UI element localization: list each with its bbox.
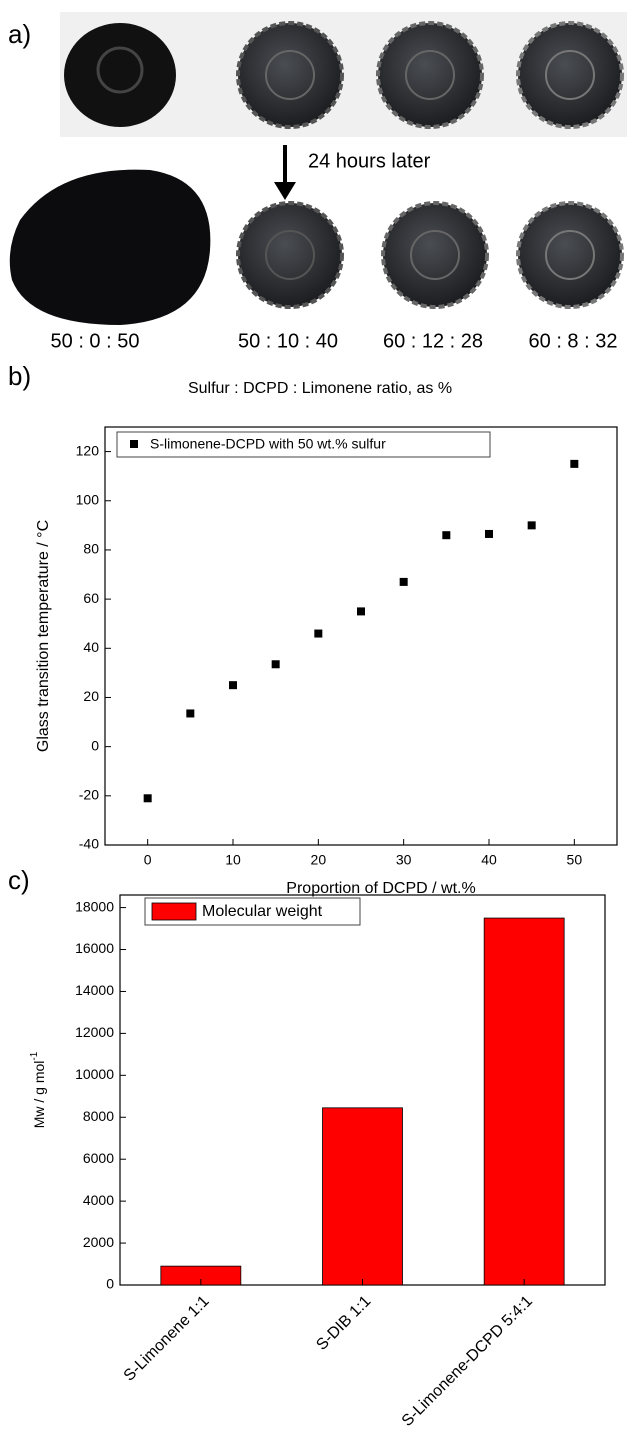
caption: Sulfur : DCPD : Limonene ratio, as % [188, 380, 452, 397]
legend-label: S-limonene-DCPD with 50 wt.% sulfur [150, 436, 386, 452]
y-tick-label: 18000 [75, 898, 114, 914]
data-point [442, 531, 451, 540]
legend-box [116, 431, 491, 458]
ratio-label: 50 : 0 : 50 [51, 330, 140, 352]
plot-frame [104, 426, 618, 846]
y-tick-label: 120 [76, 442, 100, 458]
y-axis-title-sup: -1 [29, 1051, 40, 1060]
x-tick-label: 30 [396, 852, 412, 868]
y-tick-label: 80 [83, 541, 99, 557]
y-tick-label: 12000 [75, 1024, 114, 1040]
y-tick-label: -40 [79, 836, 99, 852]
x-tick-label: 0 [144, 852, 152, 868]
data-point [143, 794, 152, 803]
y-tick-label: 16000 [75, 940, 114, 956]
x-tick-label: 10 [225, 852, 241, 868]
panel-label: c) [8, 865, 30, 895]
y-axis-title-main: Mw / g mol [31, 1061, 47, 1129]
panel-label: a) [8, 19, 31, 49]
data-point [527, 521, 536, 530]
bar [322, 1107, 403, 1286]
data-point [485, 529, 493, 538]
y-tick-label: 8000 [83, 1108, 114, 1124]
data-point [186, 709, 195, 718]
x-tick-label: 50 [567, 852, 583, 868]
y-tick-label: -20 [79, 787, 99, 803]
data-point [314, 629, 323, 638]
y-tick-label: 6000 [83, 1150, 114, 1166]
y-tick-label: 2000 [83, 1234, 114, 1250]
ratio-label: 60 : 8 : 32 [529, 330, 618, 352]
legend-marker [130, 440, 138, 448]
data-point [357, 607, 365, 616]
data-point [271, 660, 280, 669]
x-tick-label: 20 [311, 852, 327, 868]
legend-label: Molecular weight [202, 903, 323, 920]
photos [9, 12, 627, 325]
y-tick-label: 20 [83, 688, 99, 704]
y-tick-label: 100 [76, 491, 100, 507]
legend-swatch [151, 902, 197, 921]
data-point [399, 577, 408, 586]
y-tick-label: 0 [106, 1276, 114, 1292]
x-tick-label: 40 [481, 852, 497, 868]
y-tick-label: 14000 [75, 982, 114, 998]
panel-label: b) [8, 361, 31, 391]
bar [483, 917, 565, 1286]
y-tick-label: 10000 [75, 1066, 114, 1082]
y-axis-title: Mw / g mol-1 [29, 1051, 47, 1128]
y-tick-label: 0 [91, 737, 99, 753]
ratio-label: 50 : 10 : 40 [238, 330, 338, 352]
y-tick-label: 60 [83, 590, 99, 606]
x-axis-title: Proportion of DCPD / wt.% [286, 880, 475, 897]
ratio-label: 60 : 12 : 28 [383, 330, 483, 352]
y-tick-label: 4000 [83, 1192, 114, 1208]
y-axis-title: Glass transition temperature / °C [35, 520, 52, 752]
data-point [570, 459, 579, 468]
arrow-text: 24 hours later [308, 150, 431, 172]
y-tick-label: 40 [83, 639, 99, 655]
data-point [229, 681, 237, 690]
